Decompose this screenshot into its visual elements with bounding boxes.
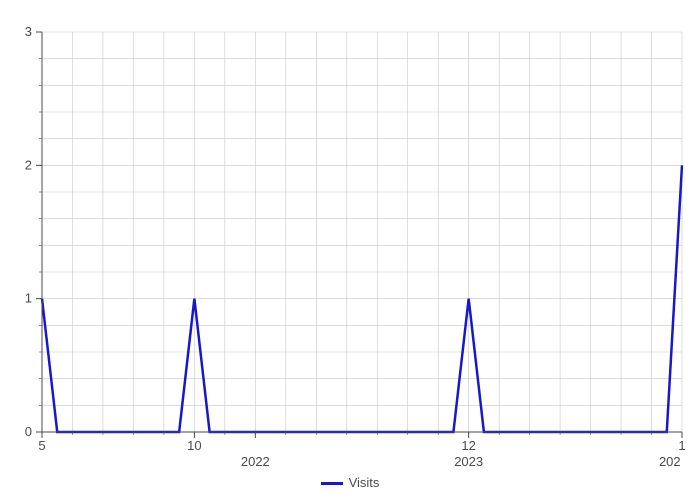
svg-text:0: 0 (25, 424, 32, 439)
svg-text:202: 202 (659, 454, 681, 469)
svg-text:2023: 2023 (454, 454, 483, 469)
svg-text:1: 1 (678, 438, 685, 453)
svg-text:12: 12 (461, 438, 475, 453)
legend: Visits (0, 475, 700, 490)
legend-label: Visits (349, 475, 380, 490)
svg-text:3: 3 (25, 24, 32, 39)
chart-container: NEUMATICOS LA ESPINA SOCIEDAD LIMITADA. … (0, 0, 700, 500)
svg-text:5: 5 (38, 438, 45, 453)
svg-text:2022: 2022 (241, 454, 270, 469)
svg-text:1: 1 (25, 291, 32, 306)
svg-text:2: 2 (25, 157, 32, 172)
legend-swatch (321, 482, 343, 485)
chart-svg: 012351012120222023202 (0, 0, 700, 500)
svg-text:10: 10 (187, 438, 201, 453)
